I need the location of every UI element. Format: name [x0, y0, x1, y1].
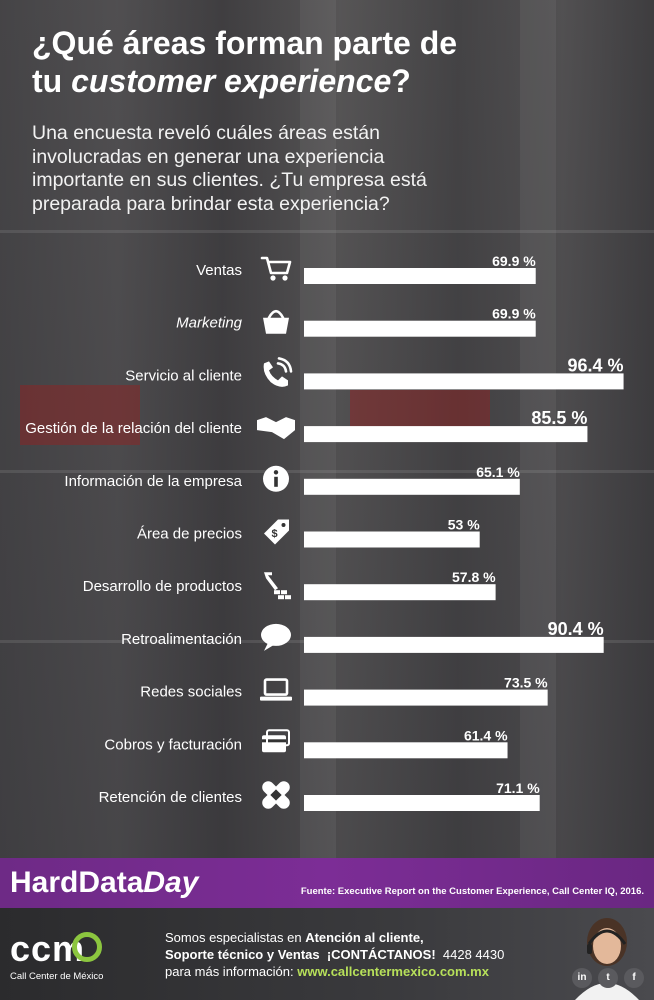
bar: [304, 478, 520, 495]
subtitle-line: Una encuesta reveló cuáles áreas están: [32, 122, 380, 144]
price-tag-icon: $: [264, 519, 289, 545]
bar-row: Servicio al cliente 96.4 %: [125, 355, 624, 390]
cart-icon: [260, 256, 292, 281]
category-label: Ventas: [196, 262, 242, 279]
value-label: 65.1 %: [476, 464, 520, 480]
category-label: Información de la empresa: [64, 473, 242, 490]
credit-card-icon: [262, 729, 290, 753]
value-label: 90.4 %: [548, 619, 604, 639]
footer: ccm Call Center de México Somos especial…: [0, 908, 654, 1000]
value-label: 85.5 %: [531, 408, 587, 428]
ccm-logo-subtitle: Call Center de México: [10, 971, 104, 982]
laptop-icon: [260, 678, 292, 701]
bar-row: Retención de clientes 71.1 %: [99, 780, 540, 811]
subtitle-line: preparada para brindar esta experiencia?: [32, 192, 390, 215]
bar: [304, 373, 624, 390]
category-label: Servicio al cliente: [125, 367, 242, 384]
subtitle-line: importante en sus clientes. ¿Tu empresa …: [32, 169, 427, 191]
value-label: 71.1 %: [496, 780, 540, 796]
ccm-logo: ccm: [10, 928, 86, 969]
bar-chart: Ventas 69.9 % Marketing 69.9 % Servicio al c…: [25, 253, 624, 811]
category-label: Marketing: [176, 315, 243, 332]
speech-bubble-icon: [261, 623, 291, 651]
bar: [304, 636, 604, 653]
background-store-sign: [350, 390, 490, 430]
bar: [304, 531, 480, 548]
background-store-sign: [20, 385, 140, 445]
info-icon: [263, 465, 289, 492]
handshake-icon: [257, 417, 295, 440]
bar: [304, 320, 536, 337]
value-label: 61.4 %: [464, 727, 508, 743]
category-label: Área de precios: [137, 526, 242, 543]
category-label: Desarrollo de productos: [83, 578, 242, 595]
value-label: 57.8 %: [452, 569, 496, 585]
bandage-icon: [262, 781, 290, 809]
website-link[interactable]: www.callcentermexico.com.mx: [297, 964, 489, 979]
source-note: Fuente: Executive Report on the Customer…: [300, 886, 644, 897]
bar-row: Marketing 69.9 %: [176, 306, 536, 337]
page-title: ¿Qué áreas forman parte de tu customer e…: [32, 25, 458, 99]
phone-icon: [263, 357, 293, 387]
bar-row: Ventas 69.9 %: [196, 253, 536, 284]
bar-row: Área de precios $53 %: [137, 517, 480, 548]
bar: [304, 426, 588, 443]
value-label: 69.9 %: [492, 253, 536, 269]
category-label: Retención de clientes: [99, 789, 242, 806]
background-floor-line: [0, 470, 654, 473]
bar: [304, 689, 548, 706]
ccm-logo-ring-icon: [72, 932, 102, 962]
twitter-icon[interactable]: t: [598, 968, 618, 988]
page-subtitle: Una encuesta reveló cuáles áreas están i…: [32, 122, 592, 216]
value-label: 96.4 %: [568, 355, 624, 375]
value-label: 69.9 %: [492, 306, 536, 322]
bar-row: Retroalimentación 90.4 %: [121, 619, 604, 653]
category-label: Retroalimentación: [121, 631, 242, 648]
bar: [304, 742, 508, 759]
subtitle-line: involucradas en generar una experiencia: [32, 145, 385, 168]
background-floor-line: [0, 230, 654, 233]
agent-photo: [575, 918, 639, 1000]
bar-row: Gestión de la relación del cliente 85.5 %: [25, 408, 588, 443]
bar: [304, 795, 540, 811]
bar-row: Redes sociales 73.5 %: [140, 675, 548, 706]
category-label: Gestión de la relación del cliente: [25, 420, 242, 437]
facebook-icon[interactable]: f: [624, 968, 644, 988]
svg-text:$: $: [271, 528, 277, 540]
linkedin-icon[interactable]: in: [572, 968, 592, 988]
category-label: Cobros y facturación: [104, 736, 242, 753]
build-tools-icon: [264, 572, 291, 600]
bar-row: Desarrollo de productos 57.8 %: [83, 569, 496, 601]
value-label: 53 %: [448, 517, 480, 533]
bar-row: Cobros y facturación 61.4 %: [104, 727, 508, 759]
harddataday-banner: HardDataDay Fuente: Executive Report on …: [0, 858, 654, 908]
value-label: 73.5 %: [504, 675, 548, 691]
bar: [304, 268, 536, 284]
promo-text: Somos especialistas en Atención al clien…: [165, 930, 505, 979]
shopping-bag-icon: [263, 309, 289, 334]
bar-row: Información de la empresa 65.1 %: [64, 464, 520, 495]
bar: [304, 584, 496, 601]
category-label: Redes sociales: [140, 684, 242, 701]
brand-logo: HardDataDay: [10, 866, 199, 899]
